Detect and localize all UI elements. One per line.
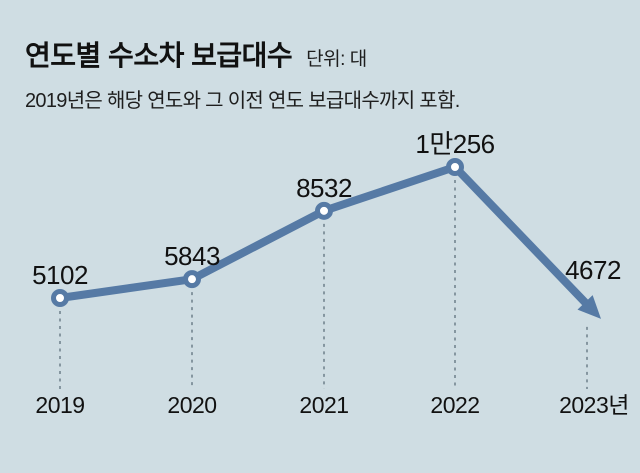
- year-label: 2023년: [559, 392, 629, 418]
- year-label: 2021: [299, 392, 348, 418]
- data-point-marker: [51, 289, 69, 307]
- value-label: 1만256: [415, 129, 494, 159]
- arrowhead: [577, 295, 601, 319]
- year-label: 2020: [167, 392, 216, 418]
- data-point-marker: [446, 158, 464, 176]
- value-label: 5843: [164, 241, 220, 271]
- value-label: 4672: [565, 255, 621, 285]
- chart-header: 연도별 수소차 보급대수 단위: 대: [25, 34, 367, 74]
- chart-title: 연도별 수소차 보급대수: [25, 40, 293, 71]
- data-point-marker: [315, 201, 333, 220]
- value-label: 5102: [32, 260, 88, 290]
- data-point-marker: [183, 270, 201, 289]
- unit-label: 단위: 대: [306, 49, 367, 70]
- year-label: 2022: [430, 392, 479, 418]
- year-label: 2019: [35, 392, 84, 418]
- chart-subtitle: 2019년은 해당 연도와 그 이전 연도 보급대수까지 포함.: [25, 90, 460, 112]
- value-label: 8532: [296, 173, 352, 203]
